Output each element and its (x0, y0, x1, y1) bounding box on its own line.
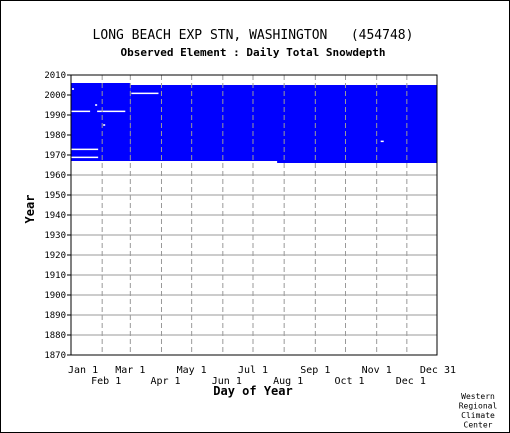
y-tick-label: 1960 (44, 171, 66, 181)
missing-data-gap (72, 88, 75, 90)
x-tick-label: Mar 1 (115, 365, 145, 376)
missing-data-gap (97, 110, 126, 113)
y-tick-label: 2000 (44, 91, 66, 101)
y-tick-label: 1930 (44, 231, 66, 241)
x-tick-label: Oct 1 (334, 376, 364, 387)
x-axis-ticks: Jan 1 Mar 1 May 1 Jul 1 Sep 1 Nov 1 Dec 31 Feb … (68, 365, 456, 387)
y-tick-label: 1990 (44, 111, 66, 121)
x-tick-label: Nov 1 (362, 365, 392, 376)
credit-line: Climate (461, 411, 495, 420)
y-tick-label: 1950 (44, 191, 66, 201)
missing-data-gap (131, 92, 159, 95)
x-axis-label: Day of Year (213, 384, 292, 398)
credit-line: Western (461, 392, 495, 401)
x-tick-label: Sep 1 (300, 365, 330, 376)
x-tick-label: Feb 1 (91, 376, 121, 387)
missing-data-gap (380, 140, 384, 143)
x-tick-label: May 1 (177, 365, 207, 376)
x-tick-label: Dec 31 (420, 365, 456, 376)
data-block (277, 161, 437, 163)
y-tick-label: 2010 (44, 71, 66, 81)
y-tick-label: 1880 (44, 331, 66, 341)
y-tick-label: 1970 (44, 151, 66, 161)
missing-data-gap (103, 124, 106, 126)
missing-data-gap (71, 148, 99, 151)
x-tick-label: Jul 1 (238, 365, 268, 376)
y-tick-label: 1910 (44, 271, 66, 281)
vertical-grid-overlay (101, 75, 408, 355)
data-block (130, 85, 438, 161)
y-tick-label: 1870 (44, 351, 66, 361)
y-tick-label: 1940 (44, 211, 66, 221)
y-axis-label: Year (23, 195, 37, 224)
data-block (71, 83, 131, 161)
x-tick-label: Jun 1 (212, 376, 242, 387)
y-axis-ticks: 2010 2000 1990 1980 1970 1960 1950 1940 1930 1920… (44, 71, 71, 361)
x-tick-label: Aug 1 (273, 376, 303, 387)
missing-data-gap (95, 104, 98, 106)
y-tick-label: 1890 (44, 311, 66, 321)
chart-subtitle: Observed Element : Daily Total Snowdepth (121, 46, 386, 59)
x-tick-label: Jan 1 (68, 365, 98, 376)
credit-line: Regional (459, 402, 498, 411)
missing-data-gap (71, 156, 99, 159)
missing-data-gap (71, 110, 91, 113)
x-tick-label: Dec 1 (396, 376, 426, 387)
data-blocks (71, 83, 438, 163)
y-tick-label: 1900 (44, 291, 66, 301)
y-tick-label: 1920 (44, 251, 66, 261)
chart-title: LONG BEACH EXP STN, WASHINGTON (454748) (93, 28, 414, 43)
y-tick-label: 1980 (44, 131, 66, 141)
missing-data-gaps (71, 88, 384, 159)
credit-line: Center (464, 421, 493, 430)
x-tick-label: Apr 1 (150, 376, 180, 387)
